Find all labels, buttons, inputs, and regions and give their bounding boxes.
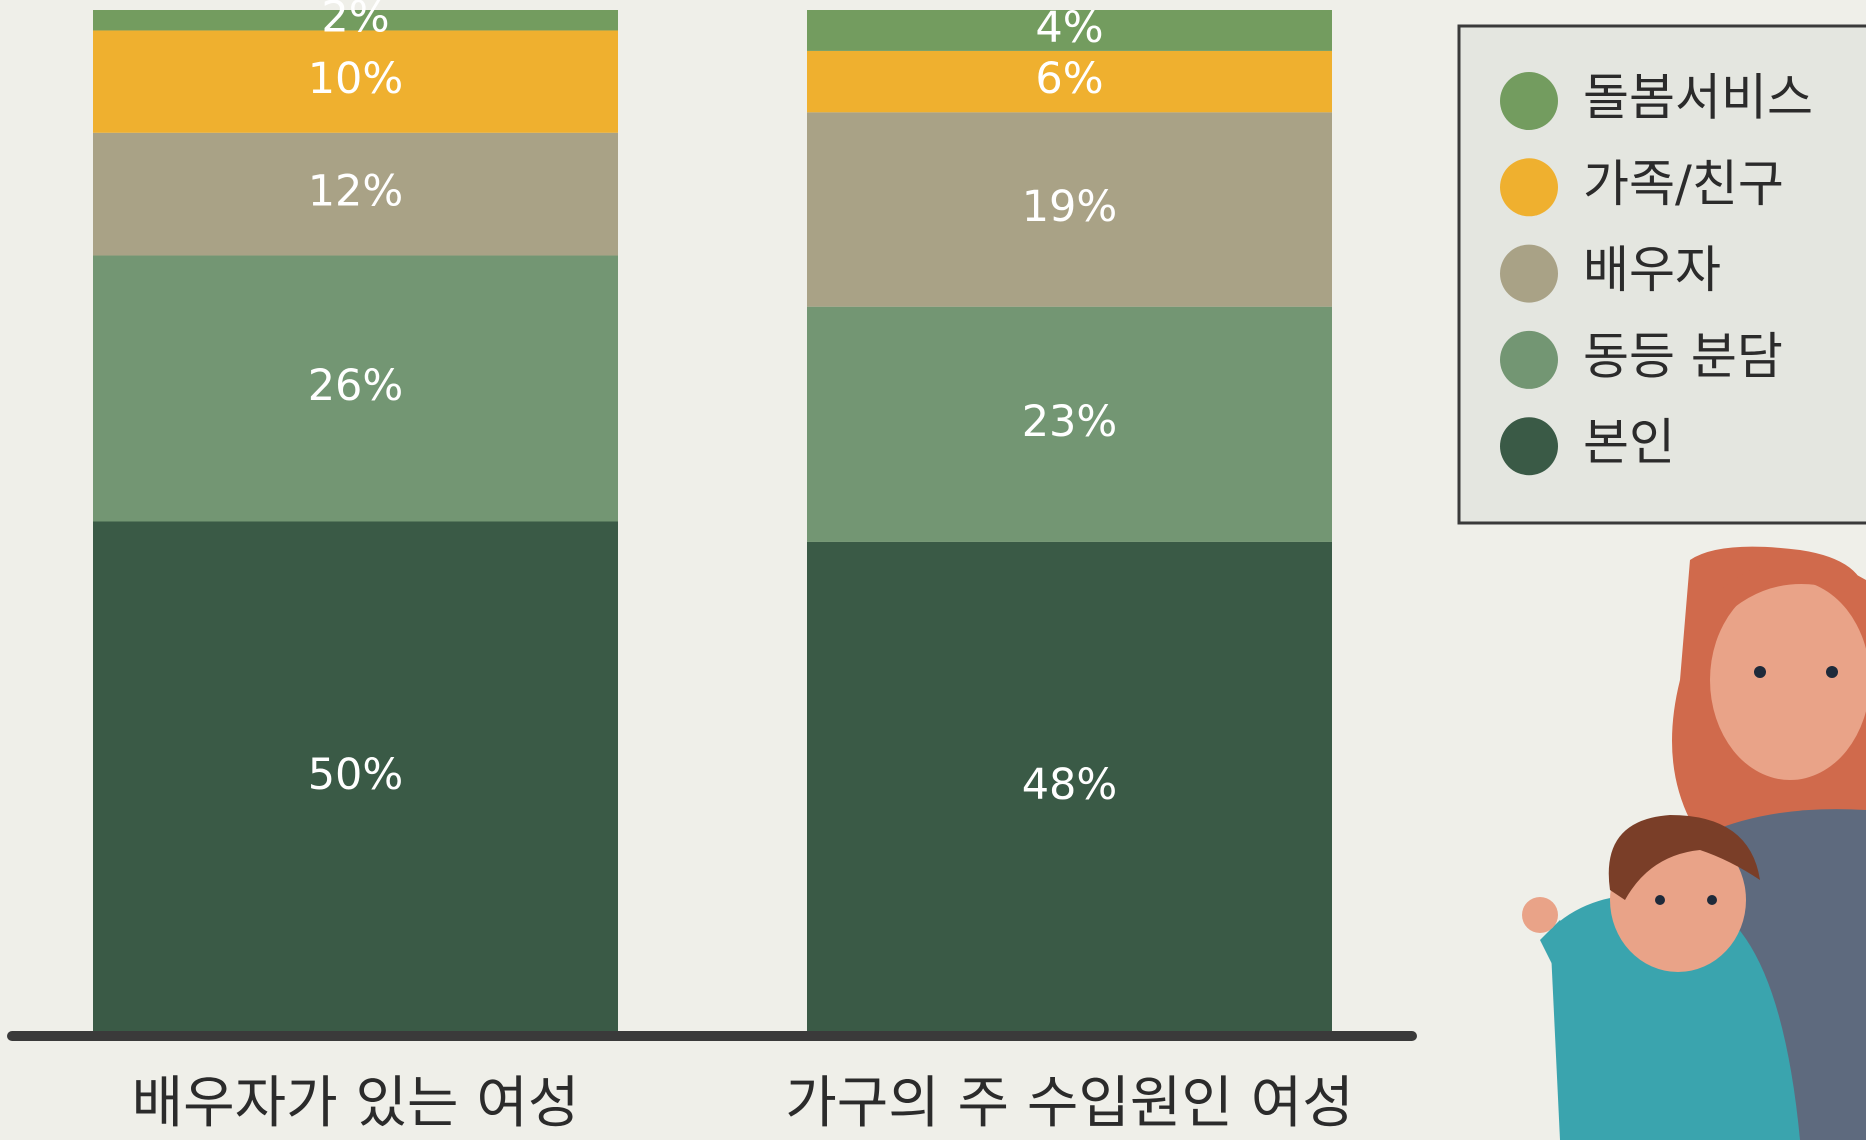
value-label: 26% [308,361,404,411]
child-eye [1655,895,1665,905]
legend-label: 가족/친구 [1583,155,1784,213]
legend-swatch [1500,245,1558,303]
value-label: 6% [1035,54,1103,104]
legend-label: 본인 [1583,414,1675,472]
value-label: 19% [1022,182,1118,232]
child-hand [1522,897,1558,933]
chart: 50% 26% 12% 10% 2% 배우자가 있는 여성 48% 23% 19% 6%4% 가구의… [0,0,1866,1140]
x-tick-label: 가구의 주 수입원인 여성 [785,1071,1354,1136]
value-label: 50% [308,750,404,800]
legend-label: 동등 분담 [1583,327,1783,385]
value-label: 48% [1022,760,1118,810]
legend-swatch [1500,331,1558,389]
legend-swatch [1500,158,1558,216]
legend-label: 배우자 [1583,241,1721,299]
value-label: 4% [1035,3,1103,53]
value-label: 2% [321,0,389,43]
woman-face [1710,580,1866,780]
value-label: 10% [308,54,404,104]
woman-eye [1754,666,1766,678]
woman-eye [1826,666,1838,678]
value-label: 23% [1022,397,1118,447]
legend-swatch [1500,417,1558,475]
value-label: 12% [308,167,404,217]
legend-swatch [1500,72,1558,130]
x-tick-label: 배우자가 있는 여성 [132,1071,580,1136]
child-eye [1707,895,1717,905]
legend-label: 돌봄서비스 [1583,69,1813,127]
